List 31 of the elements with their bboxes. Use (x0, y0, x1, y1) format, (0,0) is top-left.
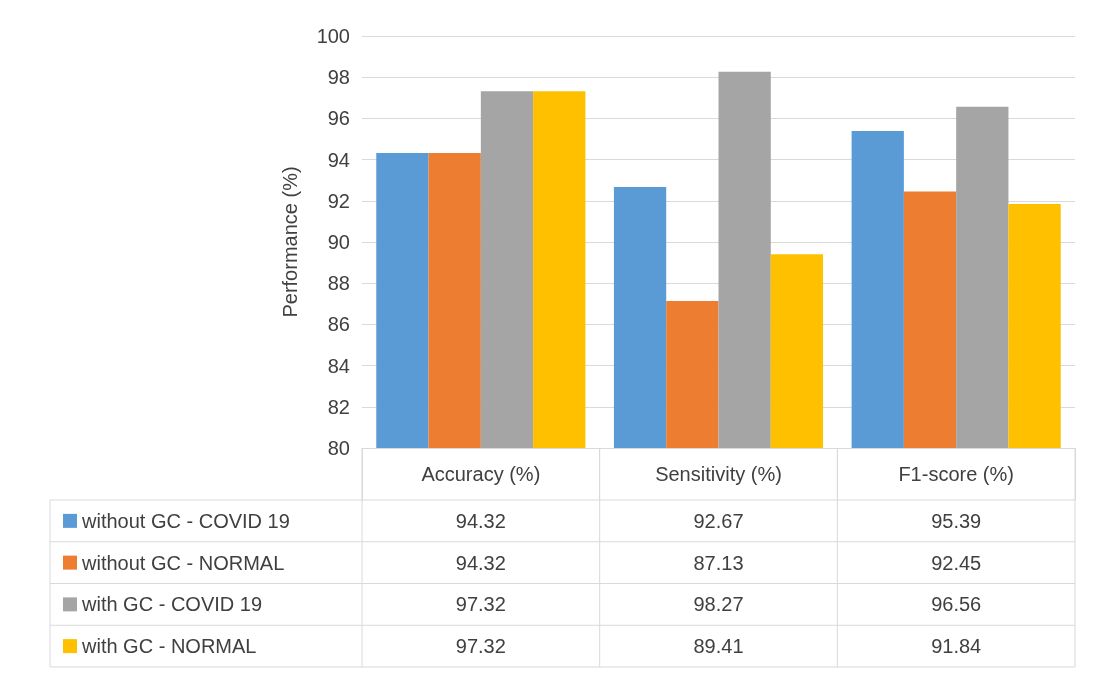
data-label: 89.41 (693, 635, 744, 658)
y-tick-label: 80 (327, 437, 350, 459)
y-tick-label: 90 (327, 231, 350, 253)
legend-label: with GC - NORMAL (81, 635, 257, 658)
x-tick-label: F1-score (%) (898, 463, 1014, 485)
y-tick-label: 98 (327, 66, 350, 89)
data-label: 95.39 (931, 509, 982, 532)
y-tick-label: 94 (327, 148, 350, 171)
x-tick-label: Sensitivity (%) (655, 463, 782, 485)
data-label: 92.45 (931, 551, 982, 574)
data-label: 94.32 (455, 509, 506, 532)
y-tick-label: 100 (316, 25, 350, 47)
y-axis-title: Performance (%) (279, 166, 301, 318)
y-tick-label: 84 (327, 354, 350, 377)
data-label: 91.84 (931, 635, 982, 658)
x-tick-label: Accuracy (%) (421, 463, 541, 485)
data-label: 98.27 (693, 593, 744, 616)
legend-label: without GC - NORMAL (81, 551, 285, 574)
y-tick-label: 92 (327, 189, 350, 212)
data-label: 87.13 (693, 551, 744, 574)
legend-label: with GC - COVID 19 (81, 593, 263, 616)
data-label: 97.32 (455, 635, 506, 658)
data-label: 96.56 (931, 593, 982, 616)
y-tick-label: 82 (327, 395, 350, 418)
legend-label: without GC - COVID 19 (81, 509, 290, 532)
data-label: 97.32 (455, 593, 506, 616)
y-tick-label: 96 (327, 107, 350, 130)
data-label: 94.32 (455, 551, 506, 574)
y-tick-label: 88 (327, 272, 350, 295)
data-label: 92.67 (693, 509, 744, 532)
y-tick-label: 86 (327, 313, 350, 336)
